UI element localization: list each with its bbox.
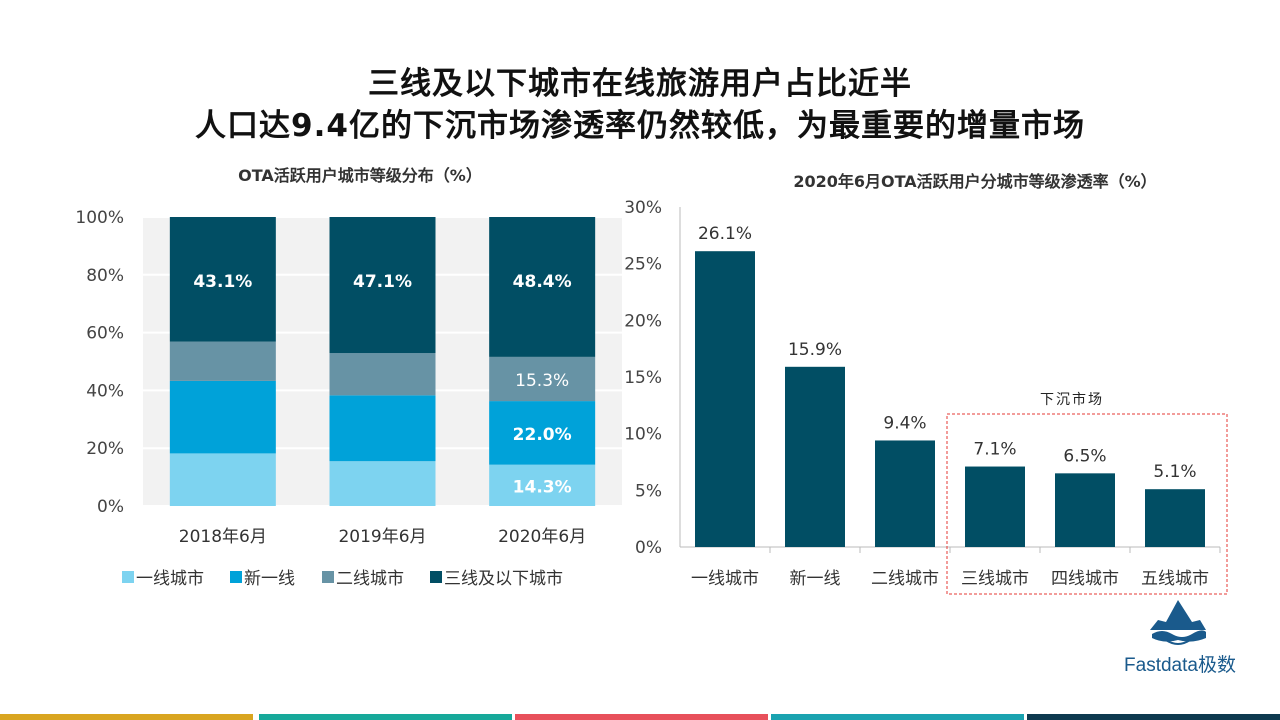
legend-label: 新一线 [244, 569, 295, 589]
bar [785, 366, 845, 547]
sinking-market-box [946, 413, 1228, 595]
data-label: 47.1% [353, 272, 412, 292]
x-tick-label: 一线城市 [691, 569, 759, 589]
data-label: 15.9% [788, 340, 842, 360]
x-tick-label: 二线城市 [871, 569, 939, 589]
data-label: 6.5% [1063, 446, 1106, 466]
x-tick-label: 2018年6月 [179, 527, 267, 547]
legend-swatch [122, 571, 134, 583]
bottom-color-bar [0, 714, 253, 720]
bar [1145, 489, 1205, 547]
bar-segment [169, 217, 276, 342]
bar-segment [169, 341, 276, 381]
bottom-color-bar [1027, 714, 1280, 720]
bottom-color-bar [259, 714, 512, 720]
legend-swatch [430, 571, 442, 583]
bar-segment [329, 353, 436, 396]
bar [875, 440, 935, 547]
mountain-logo-icon [1150, 600, 1206, 645]
y-tick-label: 20% [624, 311, 662, 331]
legend-label: 二线城市 [336, 569, 404, 589]
data-label: 5.1% [1153, 462, 1196, 482]
bar-segment [489, 464, 596, 506]
bar-segment [329, 461, 436, 506]
x-tick-label: 新一线 [790, 569, 841, 589]
y-tick-label: 5% [635, 481, 662, 501]
y-tick-label: 80% [86, 266, 124, 286]
bar-segment [489, 356, 596, 402]
data-label: 43.1% [193, 272, 252, 292]
bar-segment [169, 380, 276, 454]
bar-segment [329, 395, 436, 462]
y-tick-label: 0% [635, 538, 662, 558]
data-label: 26.1% [698, 224, 752, 244]
stacked-bar-chart: 0% 20% 40% 60% 80% 100% 43.1% 2018年6月 47.1% 2019年… [75, 208, 622, 589]
data-label: 22.0% [513, 425, 572, 445]
y-tick-label: 40% [86, 381, 124, 401]
logo-text: Fastdata极数 [1124, 655, 1236, 676]
y-tick-label: 10% [624, 425, 662, 445]
page-title-line1: 三线及以下城市在线旅游用户占比近半 [368, 66, 912, 102]
data-label: 48.4% [513, 272, 572, 292]
x-tick-label: 2020年6月 [498, 527, 586, 547]
x-tick-label: 2019年6月 [338, 527, 426, 547]
y-tick-label: 30% [624, 198, 662, 218]
penetration-bar-chart: 0% 5% 10% 15% 20% 25% 30% 26.1% 一线城市 15.9% 新一线 9.4%… [624, 198, 1228, 595]
data-label: 7.1% [973, 440, 1016, 460]
right-chart-title: 2020年6月OTA活跃用户分城市等级渗透率（%） [793, 172, 1157, 191]
left-chart-title: OTA活跃用户城市等级分布（%） [238, 166, 482, 185]
bar [965, 466, 1025, 547]
y-tick-label: 25% [624, 255, 662, 275]
bottom-color-bar [771, 714, 1024, 720]
y-tick-label: 60% [86, 324, 124, 344]
data-label: 14.3% [513, 477, 572, 497]
page-title-line2: 人口达9.4亿的下沉市场渗透率仍然较低，为最重要的增量市场 [195, 108, 1085, 144]
bar-segment [489, 217, 596, 357]
y-tick-label: 100% [75, 208, 124, 228]
y-tick-label: 0% [97, 497, 124, 517]
bar-segment [329, 217, 436, 354]
bar-segment [489, 401, 596, 465]
data-label: 9.4% [883, 413, 926, 433]
legend-label: 一线城市 [136, 569, 204, 589]
data-label: 15.3% [515, 371, 569, 391]
bar [695, 251, 755, 547]
legend-label: 三线及以下城市 [444, 569, 563, 589]
legend-swatch [322, 571, 334, 583]
bottom-color-bar [515, 714, 768, 720]
sinking-market-label: 下沉市场 [1040, 392, 1104, 408]
x-tick-label: 五线城市 [1141, 569, 1209, 589]
bar-segment [169, 453, 276, 506]
x-tick-label: 三线城市 [961, 569, 1029, 589]
legend-swatch [230, 571, 242, 583]
fastdata-logo: Fastdata极数 [1100, 596, 1260, 676]
y-tick-label: 20% [86, 439, 124, 459]
x-tick-label: 四线城市 [1051, 569, 1119, 589]
y-tick-label: 15% [624, 368, 662, 388]
bar [1055, 473, 1115, 547]
